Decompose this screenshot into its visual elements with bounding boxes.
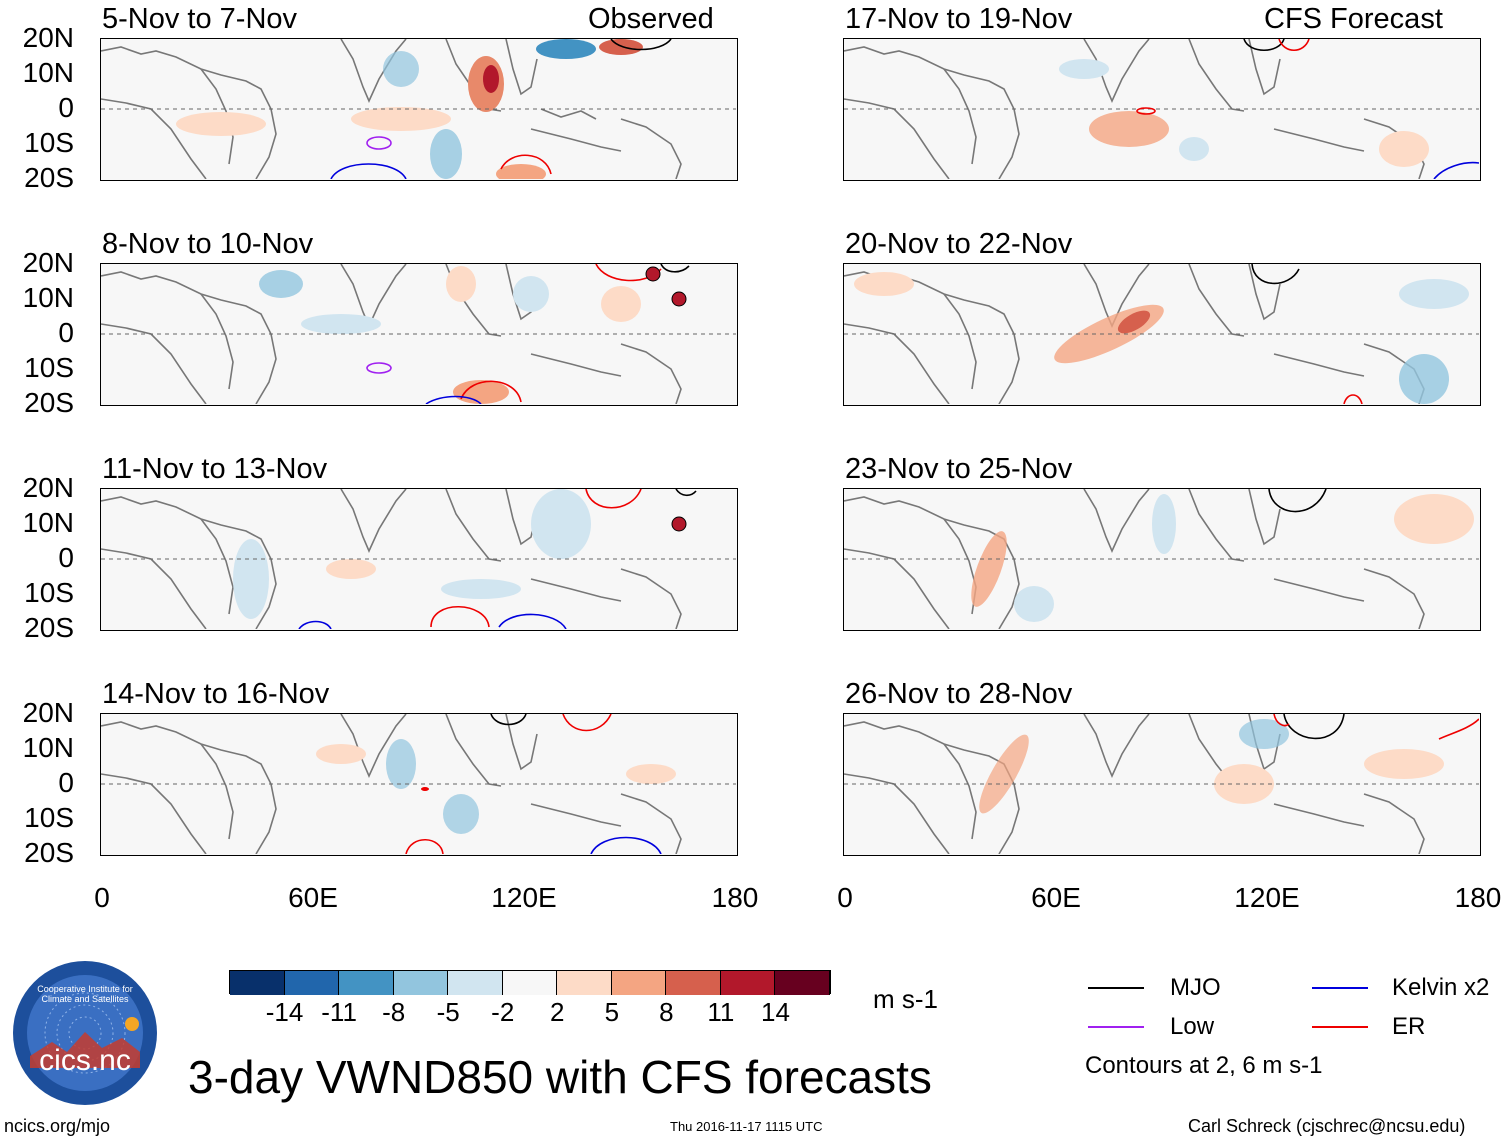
map-panel-forecast-1 (843, 38, 1481, 181)
lat-label: 10N (22, 282, 74, 313)
colorbar-tick-label: 5 (604, 997, 620, 1027)
lat-label: 10S (24, 802, 74, 833)
cics-logo: cics.nc Cooperative Institute for Climat… (12, 960, 158, 1106)
colorbar-tick-label: -5 (436, 997, 460, 1027)
colorbar-tick-label: 11 (707, 997, 735, 1027)
colorbar-tick-label: -11 (321, 997, 357, 1027)
lat-label: 10N (22, 507, 74, 538)
logo-ring-text: Cooperative Institute for Climate and Sa… (37, 984, 133, 1004)
colorbar-unit: m s-1 (873, 984, 938, 1014)
lat-label: 20N (22, 247, 74, 278)
lat-label: 0 (58, 317, 74, 348)
panel-title: 11-Nov to 13-Nov (102, 453, 328, 485)
panel-title: 20-Nov to 22-Nov (845, 228, 1073, 260)
map-panel-forecast-4 (843, 713, 1481, 856)
lon-label: 0 (94, 882, 110, 913)
footer-url[interactable]: ncics.org/mjo (4, 1116, 111, 1136)
panel-title: 17-Nov to 19-Nov (845, 3, 1073, 35)
lat-label: 20N (22, 697, 74, 728)
kelvin-legend-line (1312, 987, 1368, 989)
colorbar-tick-label: 14 (760, 997, 790, 1027)
lat-label: 20S (24, 612, 74, 643)
lon-label: 180 (1454, 882, 1502, 913)
colorbar-swatch (666, 971, 721, 995)
footer-timestamp: Thu 2016-11-17 1115 UTC (670, 1119, 823, 1134)
lon-label: 0 (837, 882, 853, 913)
map-panel-observed-1 (100, 38, 738, 181)
colorbar-swatch (557, 971, 612, 995)
colorbar-tick-label: -8 (382, 997, 406, 1027)
lat-label: 0 (58, 767, 74, 798)
logo-text: cics.nc (39, 1044, 131, 1077)
lat-label: 10S (24, 352, 74, 383)
panel-title: 26-Nov to 28-Nov (845, 678, 1073, 710)
lat-label: 20N (22, 22, 74, 53)
cfs-forecast-header: CFS Forecast (1264, 3, 1443, 35)
colorbar-tick-label: 8 (659, 997, 674, 1027)
low-legend-label: Low (1170, 1013, 1215, 1040)
mjo-legend-label: MJO (1170, 974, 1221, 1001)
colorbar-tick-label: -2 (491, 997, 515, 1027)
map-panel-forecast-3 (843, 488, 1481, 631)
colorbar-swatch (502, 971, 558, 995)
er-legend-label: ER (1392, 1013, 1426, 1040)
panel-title: 23-Nov to 25-Nov (845, 453, 1073, 485)
colorbar-swatch (720, 971, 776, 995)
lon-label: 120E (491, 882, 557, 913)
colorbar (229, 970, 831, 995)
lat-label: 10S (24, 127, 74, 158)
colorbar-swatch (448, 971, 503, 995)
observed-header: Observed (588, 3, 714, 35)
lon-label: 180 (711, 882, 759, 913)
lat-label: 20S (24, 837, 74, 868)
lat-label: 20S (24, 162, 74, 193)
lat-label: 10N (22, 57, 74, 88)
mjo-legend-line (1088, 987, 1144, 989)
panel-title: 8-Nov to 10-Nov (102, 228, 314, 260)
lon-label: 60E (288, 882, 338, 913)
colorbar-swatch (284, 971, 340, 995)
colorbar-swatch (393, 971, 449, 995)
colorbar-swatch (775, 971, 830, 995)
colorbar-tick-label: 2 (550, 997, 565, 1027)
panel-title: 14-Nov to 16-Nov (102, 678, 330, 710)
map-panel-forecast-2 (843, 263, 1481, 406)
colorbar-swatch (339, 971, 394, 995)
lat-label: 10S (24, 577, 74, 608)
contour-note: Contours at 2, 6 m s-1 (1085, 1052, 1323, 1079)
panel-title: 5-Nov to 7-Nov (102, 3, 298, 35)
lon-label: 120E (1234, 882, 1300, 913)
map-panel-observed-2 (100, 263, 738, 406)
lon-label: 60E (1031, 882, 1081, 913)
lat-label: 0 (58, 92, 74, 123)
lat-label: 20N (22, 472, 74, 503)
footer-author: Carl Schreck (cjschrec@ncsu.edu) (1188, 1116, 1466, 1136)
lat-label: 20S (24, 387, 74, 418)
map-panel-observed-4 (100, 713, 738, 856)
er-legend-line (1312, 1026, 1368, 1028)
lat-label: 10N (22, 732, 74, 763)
colorbar-swatch (611, 971, 667, 995)
colorbar-swatch (230, 971, 285, 995)
low-legend-line (1088, 1026, 1144, 1028)
colorbar-tick-label: -14 (265, 997, 304, 1027)
map-panel-observed-3 (100, 488, 738, 631)
kelvin-legend-label: Kelvin x2 (1392, 974, 1490, 1001)
main-title: 3-day VWND850 with CFS forecasts (188, 1051, 932, 1103)
lat-label: 0 (58, 542, 74, 573)
